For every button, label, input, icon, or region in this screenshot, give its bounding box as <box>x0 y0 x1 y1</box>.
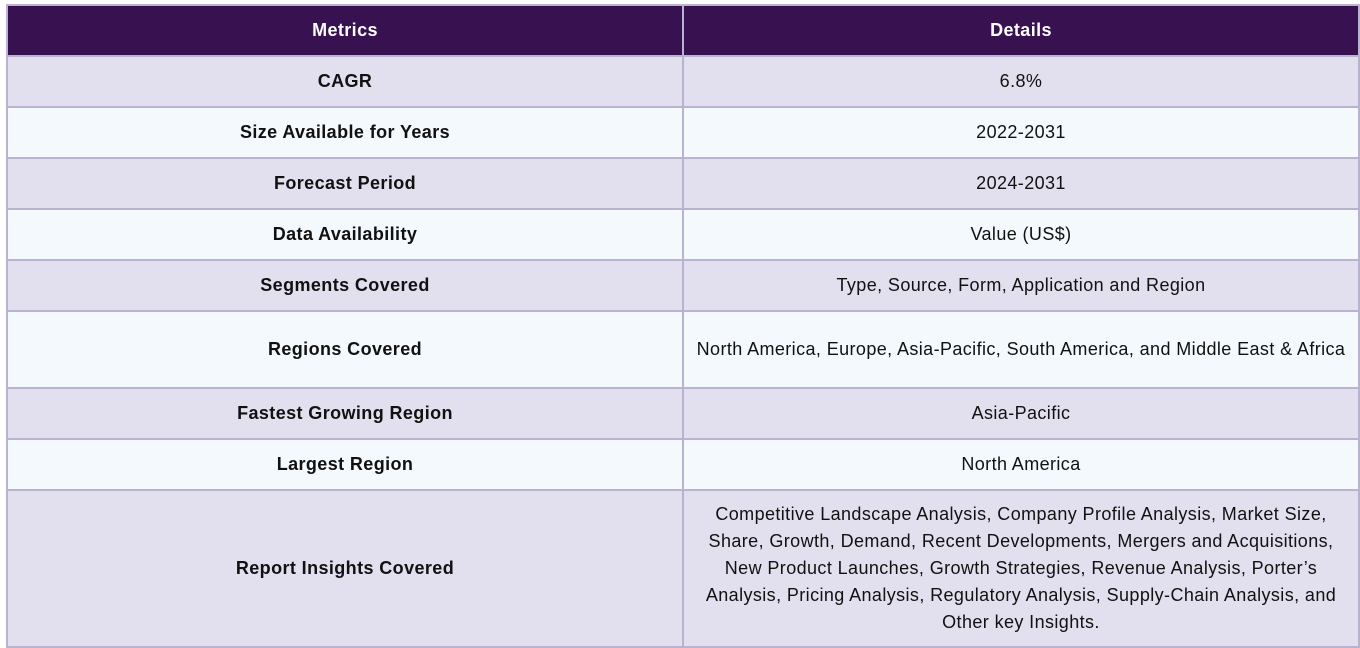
report-metrics-table-container: Metrics Details CAGR 6.8% Size Available… <box>6 4 1360 648</box>
metric-cell: Forecast Period <box>6 157 684 210</box>
detail-cell: North America <box>682 438 1360 491</box>
metric-cell: Size Available for Years <box>6 106 684 159</box>
metric-cell: Report Insights Covered <box>6 489 684 648</box>
detail-cell: Value (US$) <box>682 208 1360 261</box>
detail-cell: Asia-Pacific <box>682 387 1360 440</box>
table-row: Segments Covered Type, Source, Form, App… <box>6 259 1360 312</box>
detail-cell: 2024-2031 <box>682 157 1360 210</box>
details-column-header: Details <box>682 4 1360 57</box>
table-row: Size Available for Years 2022-2031 <box>6 106 1360 159</box>
detail-cell: Competitive Landscape Analysis, Company … <box>682 489 1360 648</box>
table-row: Regions Covered North America, Europe, A… <box>6 310 1360 389</box>
metric-cell: Largest Region <box>6 438 684 491</box>
table-row: CAGR 6.8% <box>6 55 1360 108</box>
table-row: Report Insights Covered Competitive Land… <box>6 489 1360 648</box>
report-metrics-table: Metrics Details CAGR 6.8% Size Available… <box>6 4 1360 648</box>
table-header-row: Metrics Details <box>6 4 1360 57</box>
table-row: Largest Region North America <box>6 438 1360 491</box>
table-row: Data Availability Value (US$) <box>6 208 1360 261</box>
detail-cell: North America, Europe, Asia-Pacific, Sou… <box>682 310 1360 389</box>
metric-cell: Data Availability <box>6 208 684 261</box>
detail-cell: Type, Source, Form, Application and Regi… <box>682 259 1360 312</box>
table-row: Fastest Growing Region Asia-Pacific <box>6 387 1360 440</box>
metric-cell: Regions Covered <box>6 310 684 389</box>
metric-cell: Fastest Growing Region <box>6 387 684 440</box>
metric-cell: CAGR <box>6 55 684 108</box>
detail-cell: 2022-2031 <box>682 106 1360 159</box>
table-row: Forecast Period 2024-2031 <box>6 157 1360 210</box>
metric-cell: Segments Covered <box>6 259 684 312</box>
metrics-column-header: Metrics <box>6 4 684 57</box>
detail-cell: 6.8% <box>682 55 1360 108</box>
